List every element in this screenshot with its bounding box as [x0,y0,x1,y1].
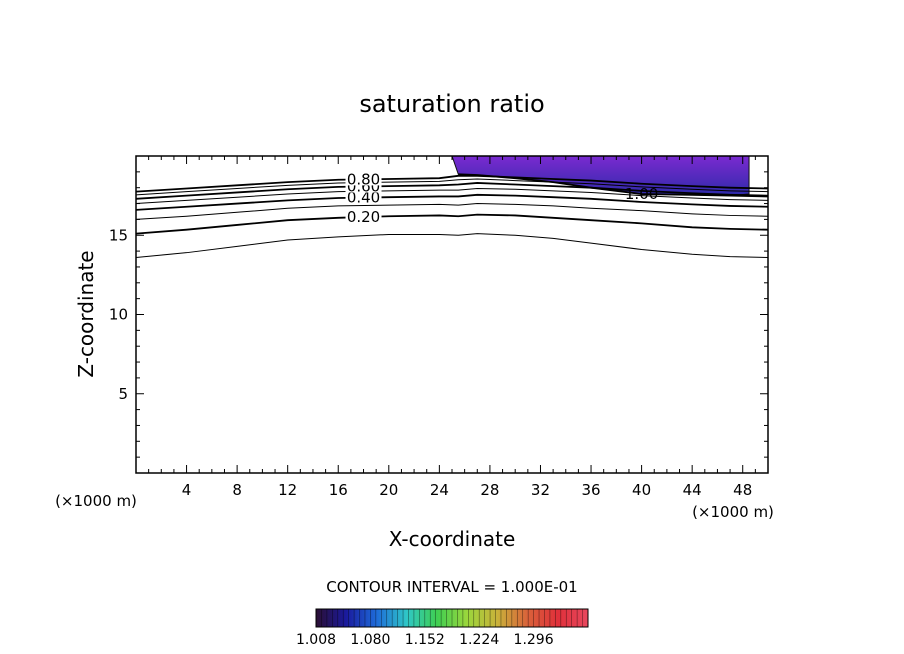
x-tick-label: 24 [430,481,449,499]
contour-label-bg [345,172,382,186]
colorbar-tick-label: 1.080 [350,632,390,648]
x-tick-label: 12 [278,481,297,499]
contour-line [136,178,768,196]
colorbar: 1.008 1.080 1.152 1.224 1.296 [296,608,589,648]
contour-line [136,193,768,211]
contour-label-bg [345,190,382,204]
x-tick-label: 48 [733,481,752,499]
chart-title: saturation ratio [359,90,544,118]
x-tick-label: 8 [232,481,242,499]
x-axis-label: X-coordinate [389,527,516,551]
y-tick-label: 15 [109,226,128,244]
contour-line [136,213,768,235]
x-tick-label: 4 [182,481,192,499]
contour-label: 0.40 [347,189,380,207]
contour-line [136,174,768,193]
x-tick-label: 36 [581,481,600,499]
contour-line [136,233,768,258]
colorbar-tick-label: 1.008 [296,632,336,648]
plot-area: 0.200.400.600.801.00 4 8 12 16 20 24 28 32 36 40 4… [109,155,769,499]
contour-line [136,187,768,205]
colorbar-tick-label: 1.224 [459,632,499,648]
colorbar-tick-label: 1.296 [514,632,554,648]
x-unit-label-right: (×1000 m) [692,503,774,521]
contour-interval-text: CONTOUR INTERVAL = 1.000E-01 [326,578,577,596]
contour-label: 1.00 [625,185,658,203]
contour-lines-group [136,173,768,258]
x-tick-label: 32 [531,481,550,499]
x-tick-label: 44 [683,481,702,499]
colorbar-tick-label: 1.152 [405,632,445,648]
y-axis-label: Z-coordinate [74,250,98,377]
y-tick-label: 10 [109,306,128,324]
colorbar-ticks: 1.008 1.080 1.152 1.224 1.296 [296,632,554,648]
x-unit-label-left: (×1000 m) [55,492,137,510]
colorbar-stripes [321,609,583,627]
contour-label: 0.20 [347,208,380,226]
contour-labels-group: 0.200.400.600.801.00 [345,170,658,226]
contour-label-bg [345,210,382,224]
x-tick-label: 28 [480,481,499,499]
contour-label: 0.80 [347,170,380,188]
contour-line [458,173,768,198]
y-tick-label: 5 [118,385,128,403]
contour-line [136,182,768,200]
x-tick-label: 20 [379,481,398,499]
contour-line [136,203,768,220]
x-tick-label: 16 [329,481,348,499]
x-tick-label: 40 [632,481,651,499]
